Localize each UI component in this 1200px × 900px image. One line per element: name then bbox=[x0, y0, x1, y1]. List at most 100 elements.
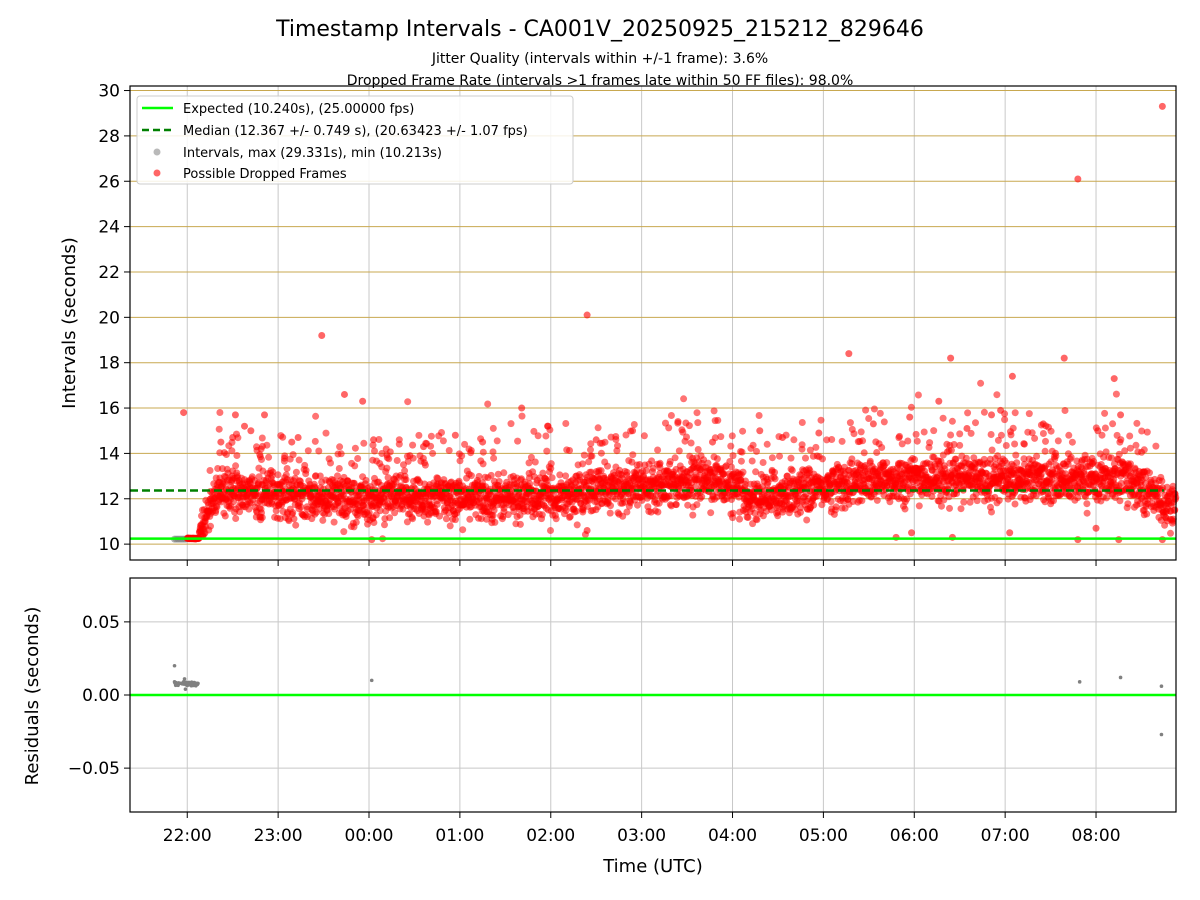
x-tick-label: 02:00 bbox=[526, 826, 575, 846]
dropped-frame-point bbox=[812, 443, 820, 451]
dropped-frame-point bbox=[728, 432, 736, 440]
dropped-frame-point bbox=[222, 451, 230, 458]
dropped-frame-outlier bbox=[479, 438, 487, 446]
dropped-frame-outlier bbox=[779, 434, 787, 442]
dropped-frame-point bbox=[768, 454, 776, 462]
residual-point bbox=[1159, 684, 1164, 689]
dropped-frame-outlier bbox=[241, 422, 249, 430]
dropped-frame-outlier bbox=[1092, 524, 1100, 532]
legend-intervals-label: Intervals, max (29.331s), min (10.213s) bbox=[183, 146, 442, 161]
dropped-frame-point bbox=[1011, 409, 1019, 417]
dropped-frame-point bbox=[1033, 452, 1041, 460]
dropped-frame-point bbox=[707, 509, 715, 517]
dropped-frame-point bbox=[1143, 428, 1151, 436]
dropped-frame-point bbox=[604, 462, 611, 470]
dropped-frame-point bbox=[304, 447, 312, 455]
dropped-frame-point bbox=[259, 442, 266, 450]
residuals-y-axis-label: Residuals (seconds) bbox=[22, 607, 43, 786]
dropped-frame-outlier bbox=[318, 331, 326, 339]
dropped-frame-point bbox=[883, 459, 891, 467]
dropped-frame-point bbox=[424, 518, 432, 526]
dropped-frame-point bbox=[776, 452, 783, 460]
dropped-frame-point bbox=[477, 515, 485, 523]
dropped-frame-point bbox=[948, 417, 956, 425]
dropped-frame-point bbox=[654, 508, 662, 516]
dropped-frame-point bbox=[1116, 497, 1124, 505]
dropped-frame-outlier bbox=[1117, 411, 1125, 419]
dropped-frame-point bbox=[912, 430, 920, 438]
dropped-frame-point bbox=[1065, 431, 1073, 439]
dropped-frame-point bbox=[727, 463, 735, 471]
dropped-frame-point bbox=[336, 443, 344, 451]
legend: Expected (10.240s), (25.00000 fps) Media… bbox=[136, 95, 574, 185]
dropped-frame-point bbox=[500, 469, 508, 477]
dropped-frame-point bbox=[489, 448, 497, 456]
dropped-frame-point bbox=[1001, 416, 1009, 424]
dropped-frame-point bbox=[939, 414, 947, 422]
dropped-frame-point bbox=[1002, 442, 1010, 449]
dropped-frame-point bbox=[292, 468, 300, 476]
dropped-frame-point bbox=[315, 447, 323, 455]
dropped-frame-point bbox=[213, 503, 221, 511]
dropped-frame-point bbox=[1152, 442, 1160, 450]
dropped-frame-point bbox=[614, 442, 621, 450]
dropped-frame-point bbox=[1133, 419, 1141, 427]
dropped-frame-point bbox=[384, 474, 392, 482]
dropped-frame-point bbox=[828, 436, 836, 443]
dropped-frame-point bbox=[365, 509, 373, 517]
dropped-frame-point bbox=[258, 514, 266, 521]
dropped-frame-point bbox=[334, 450, 342, 458]
dropped-frame-point bbox=[771, 475, 779, 483]
dropped-frame-outlier bbox=[1074, 175, 1082, 183]
dropped-frame-point bbox=[926, 439, 934, 447]
dropped-frame-outlier bbox=[963, 424, 971, 432]
dropped-frame-point bbox=[802, 454, 809, 462]
dropped-frame-point bbox=[1112, 390, 1120, 398]
dropped-frame-outlier bbox=[359, 397, 367, 405]
dropped-frame-point bbox=[1052, 452, 1060, 460]
dropped-frame-point bbox=[634, 501, 641, 509]
dropped-frame-point bbox=[619, 512, 627, 520]
dropped-frame-point bbox=[504, 511, 512, 519]
y-tick-label: −0.05 bbox=[68, 759, 120, 779]
dropped-frame-outlier bbox=[935, 397, 943, 405]
legend-intervals-swatch bbox=[153, 148, 161, 156]
dropped-frame-point bbox=[576, 473, 584, 481]
time-x-axis-ticks: 22:00 23:00 00:00 01:00 02:00 03:00 04:00 05:00… bbox=[163, 812, 1121, 846]
dropped-frame-point bbox=[827, 498, 835, 506]
dropped-frame-outlier bbox=[260, 411, 268, 419]
dropped-frame-point bbox=[1061, 407, 1069, 414]
dropped-frame-point bbox=[461, 440, 469, 448]
dropped-frame-outlier bbox=[997, 406, 1005, 414]
x-tick-label: 07:00 bbox=[981, 826, 1030, 846]
residual-point bbox=[1118, 675, 1123, 680]
dropped-frame-point bbox=[689, 511, 697, 519]
dropped-frame-point bbox=[562, 507, 570, 514]
dropped-frame-point bbox=[206, 467, 214, 474]
dropped-frame-point bbox=[729, 509, 737, 517]
dropped-frame-point bbox=[748, 457, 756, 465]
dropped-frame-point bbox=[838, 437, 846, 445]
dropped-frame-outlier bbox=[247, 427, 255, 435]
dropped-frame-point bbox=[729, 452, 737, 460]
dropped-frame-point bbox=[516, 520, 524, 528]
dropped-frame-outlier bbox=[908, 529, 916, 537]
dropped-frame-point bbox=[538, 511, 546, 519]
dropped-frame-outlier bbox=[420, 443, 428, 451]
dropped-frame-point bbox=[489, 511, 497, 519]
dropped-frame-point bbox=[607, 502, 614, 510]
residuals-points bbox=[172, 663, 1164, 737]
dropped-frame-point bbox=[753, 516, 761, 524]
dropped-frame-point bbox=[487, 471, 495, 479]
chart-subtitle-jitter: Jitter Quality (intervals within +/-1 fr… bbox=[431, 51, 768, 67]
dropped-frame-point bbox=[737, 448, 745, 455]
dropped-frame-point bbox=[694, 419, 702, 427]
dropped-frame-point bbox=[598, 439, 606, 447]
dropped-frame-point bbox=[1011, 500, 1019, 508]
y-tick-label: 0.00 bbox=[82, 686, 120, 706]
residual-point bbox=[176, 681, 181, 685]
dropped-frame-point bbox=[340, 528, 348, 536]
dropped-frame-outlier bbox=[229, 434, 237, 442]
intervals-panel: 10 12 14 16 18 20 22 24 26 28 30 Intervals (second… bbox=[59, 82, 1180, 566]
